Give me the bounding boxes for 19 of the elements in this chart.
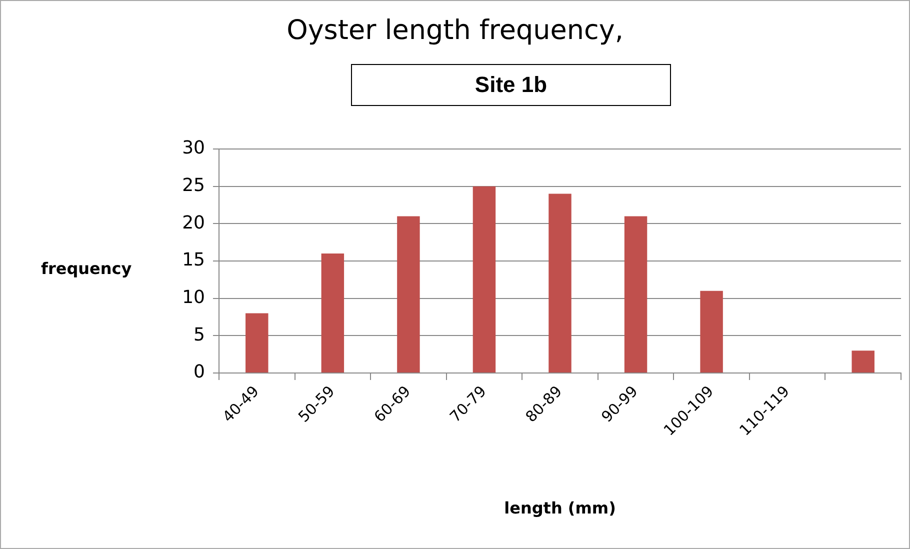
bar — [397, 216, 420, 372]
bar — [321, 254, 344, 372]
y-axis-title: frequency — [41, 259, 132, 278]
x-axis-title: length (mm) — [504, 498, 616, 518]
y-tick-label: 25 — [182, 175, 205, 196]
bar — [624, 216, 648, 372]
bar — [548, 194, 572, 372]
y-tick-label: 30 — [182, 138, 205, 159]
y-tick-label: 15 — [182, 250, 205, 271]
bar — [472, 186, 496, 372]
bar — [852, 350, 874, 372]
chart-subtitle: Site 1b — [351, 64, 671, 106]
y-tick-label: 0 — [194, 362, 205, 383]
y-tick-label: 20 — [182, 212, 205, 234]
bar — [700, 290, 723, 372]
y-tick-label: 10 — [182, 287, 205, 308]
chart-title: Oyster length frequency, — [286, 15, 624, 46]
bar — [246, 313, 268, 372]
y-tick-label: 5 — [194, 324, 205, 346]
